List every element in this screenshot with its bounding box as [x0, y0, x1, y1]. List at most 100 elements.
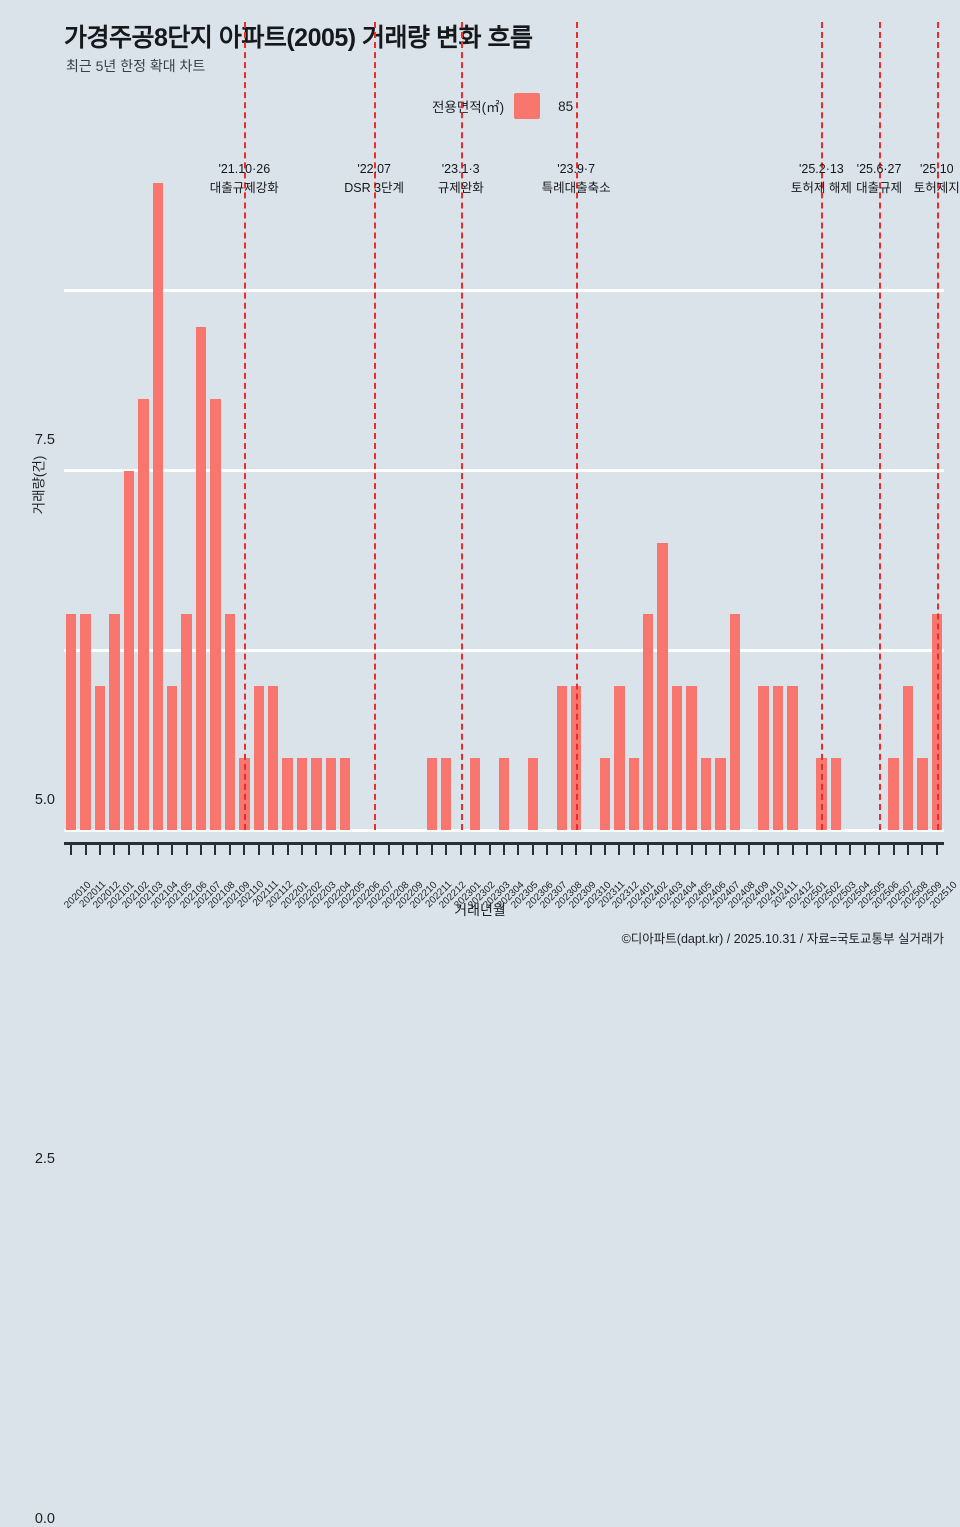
- bar[interactable]: [210, 398, 221, 830]
- event-annotation: '22.07 DSR 3단계: [344, 160, 404, 199]
- event-annotation-text: 대출규제강화: [209, 181, 279, 196]
- bar[interactable]: [469, 758, 481, 830]
- event-annotation-date: '21.10·26: [218, 162, 271, 176]
- page-title: 가경주공8단지 아파트(2005) 거래량 변화 흐름: [64, 24, 533, 52]
- x-axis-tick: [156, 844, 159, 855]
- x-axis-tick: [373, 844, 376, 855]
- bar[interactable]: [138, 398, 149, 830]
- bar[interactable]: [772, 686, 784, 830]
- x-axis-tick: [517, 844, 520, 855]
- x-axis-tick: [329, 844, 332, 855]
- event-annotation: '23.1·3 규제완화: [438, 160, 484, 199]
- x-axis-tick: [358, 844, 361, 855]
- x-axis-tick: [878, 844, 881, 855]
- bar[interactable]: [340, 758, 351, 830]
- event-marker-line: [821, 22, 824, 830]
- event-annotation-date: '25.10: [919, 162, 954, 176]
- bar[interactable]: [830, 758, 841, 830]
- bar[interactable]: [426, 758, 438, 830]
- x-axis-tick: [171, 844, 174, 855]
- bar[interactable]: [498, 758, 510, 830]
- bar[interactable]: [282, 758, 293, 830]
- bar[interactable]: [888, 758, 899, 830]
- bar[interactable]: [311, 758, 322, 830]
- x-axis-tick: [834, 844, 837, 855]
- x-axis-tick: [185, 844, 188, 855]
- x-axis-tick: [589, 844, 592, 855]
- bar[interactable]: [181, 614, 192, 830]
- bar[interactable]: [816, 758, 827, 830]
- bar[interactable]: [715, 758, 726, 830]
- event-annotation-date: '23.9·7: [557, 162, 596, 176]
- bar[interactable]: [224, 614, 236, 830]
- x-axis-tick: [575, 844, 578, 855]
- bar[interactable]: [628, 758, 640, 830]
- x-axis-tick: [618, 844, 621, 855]
- x-axis-tick: [257, 844, 260, 855]
- x-axis-tick: [777, 844, 780, 855]
- bar[interactable]: [902, 686, 914, 830]
- bar[interactable]: [686, 686, 697, 830]
- page-subtitle: 최근 5년 한정 확대 차트: [66, 58, 206, 74]
- event-annotation-text: DSR 3단계: [344, 181, 405, 196]
- x-axis-tick: [603, 844, 606, 855]
- bar[interactable]: [671, 686, 683, 830]
- bar[interactable]: [657, 542, 668, 830]
- x-axis-tick: [719, 844, 722, 855]
- bar[interactable]: [527, 758, 539, 830]
- x-axis-tick: [748, 844, 751, 855]
- x-axis-tick: [142, 844, 145, 855]
- event-annotation-text: 대출규제: [856, 181, 903, 196]
- y-axis-title: 거래량(건): [31, 455, 47, 515]
- event-marker-line: [244, 22, 247, 830]
- bar[interactable]: [94, 686, 106, 830]
- bar[interactable]: [700, 758, 712, 830]
- x-axis-tick: [84, 844, 87, 855]
- bar[interactable]: [787, 686, 798, 830]
- x-axis-tick: [690, 844, 693, 855]
- bar[interactable]: [441, 758, 452, 830]
- bar-series: [64, 140, 944, 830]
- x-axis-tick: [113, 844, 116, 855]
- bar[interactable]: [66, 614, 77, 830]
- bar[interactable]: [931, 614, 942, 830]
- x-axis-tick: [820, 844, 823, 855]
- x-axis-tick: [430, 844, 433, 855]
- event-annotation: '25.2·13 토허제 해제: [791, 160, 852, 199]
- x-axis-title: 거래년월: [454, 902, 506, 918]
- bar[interactable]: [758, 686, 769, 830]
- bar[interactable]: [643, 614, 654, 830]
- x-axis-ticks: [64, 844, 944, 856]
- gridline: 5.0: [35, 469, 944, 808]
- bar[interactable]: [599, 758, 611, 830]
- x-axis-tick: [99, 844, 102, 855]
- x-axis-tick: [272, 844, 275, 855]
- event-marker-line: [576, 22, 579, 830]
- bar[interactable]: [123, 470, 135, 830]
- bar[interactable]: [167, 686, 178, 830]
- bar[interactable]: [325, 758, 337, 830]
- bar[interactable]: [195, 326, 207, 830]
- bar[interactable]: [267, 686, 279, 830]
- x-axis-tick: [70, 844, 73, 855]
- x-axis-tick: [805, 844, 808, 855]
- x-axis-tick: [503, 844, 505, 855]
- event-annotation: '25.10 토허제지: [914, 160, 960, 199]
- bar[interactable]: [614, 686, 625, 830]
- bar[interactable]: [253, 686, 264, 830]
- x-axis-tick: [676, 844, 679, 855]
- plot-area: 0.0 2.5 5.0 7.5 거래량(건): [31, 140, 944, 1527]
- x-axis-tick: [488, 844, 491, 855]
- event-annotation-date: '25.6·27: [856, 162, 902, 176]
- credit-text: ©디아파트(dapt.kr) / 2025.10.31 / 자료=국토교통부 실…: [621, 932, 944, 946]
- bar[interactable]: [152, 183, 163, 830]
- bar[interactable]: [556, 686, 567, 830]
- x-axis-tick: [863, 844, 866, 855]
- bar[interactable]: [729, 614, 740, 830]
- bar[interactable]: [109, 614, 120, 830]
- x-axis-tick: [733, 844, 736, 855]
- bar[interactable]: [917, 758, 928, 830]
- bar[interactable]: [296, 758, 308, 830]
- bar[interactable]: [80, 614, 91, 830]
- event-marker-line: [879, 22, 882, 830]
